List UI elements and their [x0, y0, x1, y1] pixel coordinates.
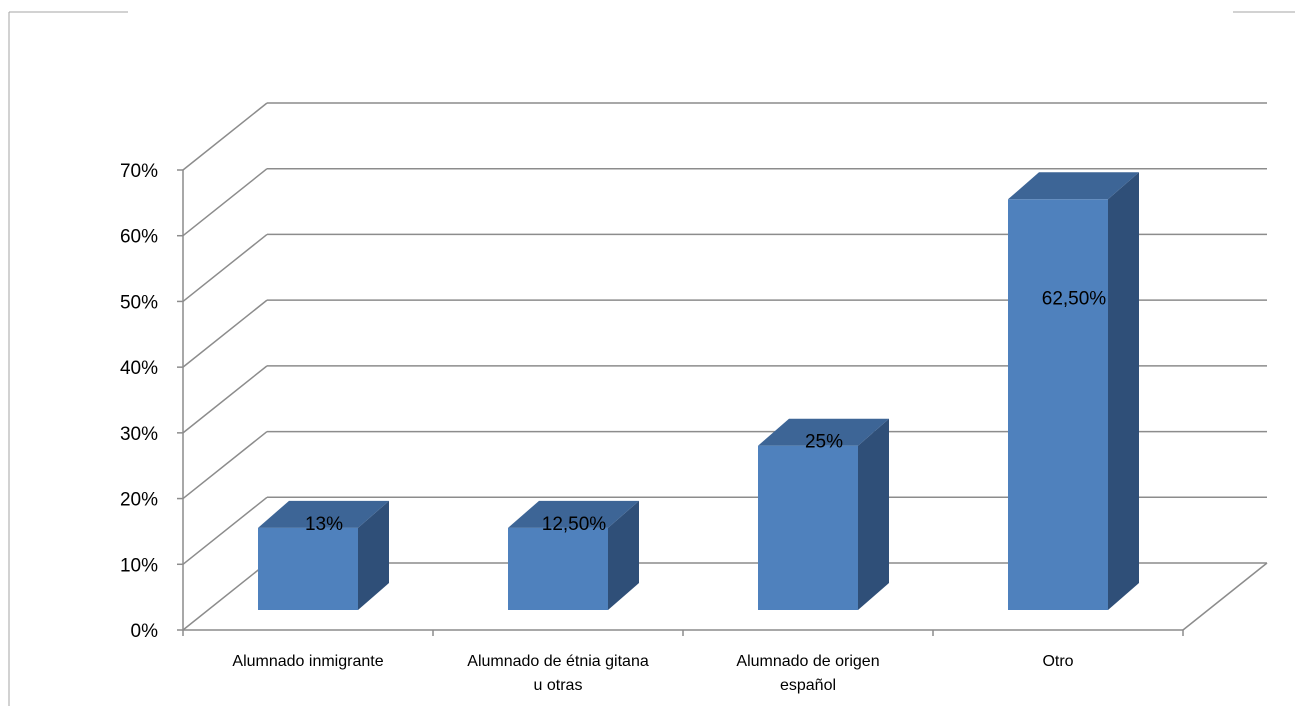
gridline-side: [182, 430, 268, 500]
x-tick-label: Alumnado de origen español: [736, 653, 879, 694]
bar-top-face: [258, 500, 389, 528]
floor-right-edge: [1182, 562, 1268, 631]
x-tick-label: Otro: [1042, 653, 1073, 670]
plot-floor: [1182, 562, 1268, 631]
bar: [1008, 172, 1139, 611]
bar-series: [258, 172, 1139, 611]
y-axis: 0% 10% 20% 30% 40% 50% 60% 70%: [120, 161, 184, 642]
y-tick-label: 60%: [120, 227, 158, 248]
x-tick-label: Alumnado de étnia gitana u otras: [467, 653, 649, 694]
data-label: 62,50%: [1042, 288, 1107, 309]
gridline-side: [182, 102, 268, 171]
gridline-side: [182, 168, 268, 237]
y-tick-label: 50%: [120, 292, 158, 313]
y-tick-label: 70%: [120, 161, 158, 182]
bar-side-face: [1108, 172, 1139, 611]
data-labels: 13% 12,50% 25% 62,50%: [305, 288, 1106, 535]
bar-front-face: [508, 527, 608, 610]
y-tick-label: 0%: [131, 621, 159, 642]
data-label: 25%: [805, 432, 843, 453]
bar-top-face: [1008, 172, 1139, 200]
gridline-side: [182, 233, 268, 303]
y-tick-label: 10%: [120, 555, 158, 576]
data-label: 12,50%: [542, 514, 607, 535]
bar-front-face: [258, 527, 358, 610]
gridline-side: [182, 562, 268, 631]
chart-frame: [8, 11, 1295, 706]
y-tick-label: 40%: [120, 358, 158, 379]
bar: [258, 500, 389, 610]
bar-side-face: [858, 418, 889, 610]
y-tick-label: 20%: [120, 490, 158, 511]
bar-front-face: [1008, 199, 1108, 611]
x-tick-label: Alumnado inmigrante: [232, 653, 383, 670]
bar: [508, 500, 639, 610]
bar-top-face: [758, 418, 889, 446]
bar-side-face: [358, 500, 389, 610]
x-axis: Alumnado inmigrante Alumnado de étnia git…: [182, 629, 1184, 694]
bar-top-face: [508, 500, 639, 528]
y-tick-label: 30%: [120, 424, 158, 445]
bar: [758, 418, 889, 610]
gridline-side: [182, 496, 268, 565]
bar-front-face: [758, 445, 858, 610]
data-label: 13%: [305, 514, 343, 535]
gridline-side: [182, 299, 268, 368]
gridline-side: [182, 365, 268, 434]
bar-side-face: [608, 500, 639, 610]
